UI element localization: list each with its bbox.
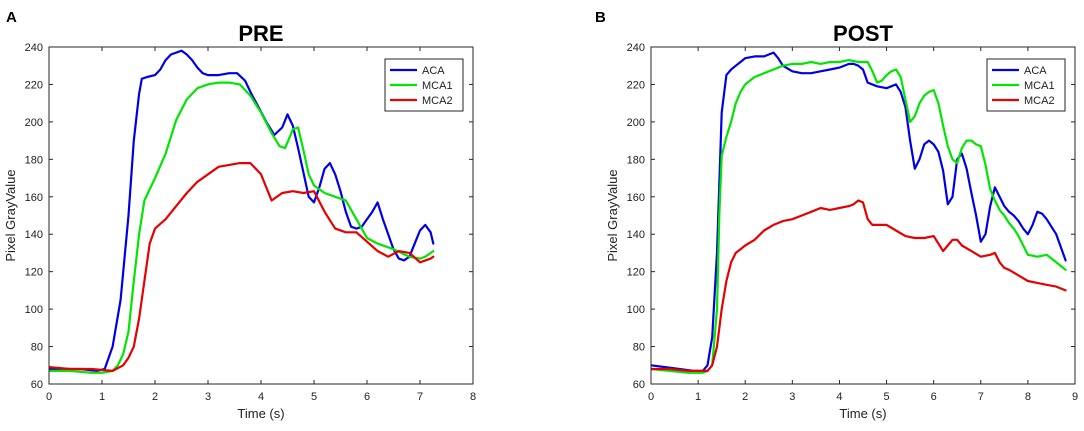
- y-tick-label: 180: [627, 154, 645, 166]
- x-tick-label: 7: [417, 391, 423, 403]
- x-tick-label: 8: [1025, 391, 1031, 403]
- y-tick-label: 100: [25, 304, 43, 316]
- legend: ACA MCA1 MCA2: [384, 58, 464, 112]
- x-tick-label: 1: [99, 391, 105, 403]
- y-tick-label: 220: [25, 79, 43, 91]
- y-tick-label: 220: [627, 79, 645, 91]
- y-tick-label: 200: [627, 117, 645, 129]
- y-tick-label: 160: [627, 192, 645, 204]
- chart-title: PRE: [238, 21, 283, 46]
- y-axis-label: Pixel GrayValue: [605, 169, 620, 261]
- panel-letter: A: [6, 9, 17, 26]
- panel-a: A PRE 0 1 2 3 4 5 6 7 8 60 80 100 120 140 160 180 200 220 24…: [3, 9, 476, 421]
- y-tick-label: 120: [25, 267, 43, 279]
- x-axis-label: Time (s): [237, 406, 284, 421]
- y-axis-label: Pixel GrayValue: [3, 169, 18, 261]
- x-tick-label: 0: [46, 391, 52, 403]
- legend-entry-aca: ACA: [422, 65, 445, 77]
- y-tick-label: 200: [25, 117, 43, 129]
- chart-title: POST: [833, 21, 893, 46]
- y-tick-label: 60: [31, 379, 43, 391]
- x-tick-label: 4: [258, 391, 264, 403]
- legend-entry-mca1: MCA1: [1024, 80, 1055, 92]
- x-tick-label: 2: [742, 391, 748, 403]
- x-tick-label: 3: [789, 391, 795, 403]
- legend-entry-mca2: MCA2: [1024, 95, 1055, 107]
- x-axis-label: Time (s): [839, 406, 886, 421]
- x-tick-label: 0: [648, 391, 654, 403]
- x-tick-label: 3: [205, 391, 211, 403]
- x-tick-label: 7: [978, 391, 984, 403]
- legend-entry-mca2: MCA2: [422, 95, 453, 107]
- y-tick-label: 140: [25, 229, 43, 241]
- y-tick-label: 140: [627, 229, 645, 241]
- y-tick-label: 120: [627, 267, 645, 279]
- x-tick-label: 6: [931, 391, 937, 403]
- series-line-aca: [49, 49, 435, 372]
- x-tick-label: 9: [1072, 391, 1078, 403]
- y-tick-label: 240: [25, 42, 43, 54]
- series-line-mca1: [651, 58, 1067, 374]
- legend-entry-aca: ACA: [1024, 65, 1047, 77]
- x-tick-label: 4: [836, 391, 842, 403]
- x-tick-label: 5: [883, 391, 889, 403]
- x-tick-label: 2: [152, 391, 158, 403]
- legend-entry-mca1: MCA1: [422, 80, 453, 92]
- panel-b: B POST 0 1 2 3 4 5 6 7 8 9 60 80 100 120 140 160 180 200 220…: [595, 9, 1078, 421]
- x-tick-label: 8: [470, 391, 476, 403]
- y-tick-label: 60: [633, 379, 645, 391]
- legend: ACA MCA1 MCA2: [986, 58, 1066, 112]
- y-tick-label: 80: [31, 342, 43, 354]
- series-group: [49, 49, 435, 374]
- x-tick-label: 1: [695, 391, 701, 403]
- series-group: [651, 51, 1067, 374]
- y-tick-label: 100: [627, 304, 645, 316]
- y-tick-label: 180: [25, 154, 43, 166]
- panel-letter: B: [595, 9, 606, 26]
- series-line-mca2: [651, 199, 1067, 372]
- plot-frame: [650, 46, 1076, 385]
- y-tick-label: 240: [627, 42, 645, 54]
- series-line-aca: [651, 51, 1067, 372]
- series-line-mca2: [49, 162, 435, 372]
- y-tick-label: 160: [25, 192, 43, 204]
- x-tick-label: 6: [364, 391, 370, 403]
- y-tick-label: 80: [633, 342, 645, 354]
- x-tick-label: 5: [311, 391, 317, 403]
- series-line-mca1: [49, 81, 435, 374]
